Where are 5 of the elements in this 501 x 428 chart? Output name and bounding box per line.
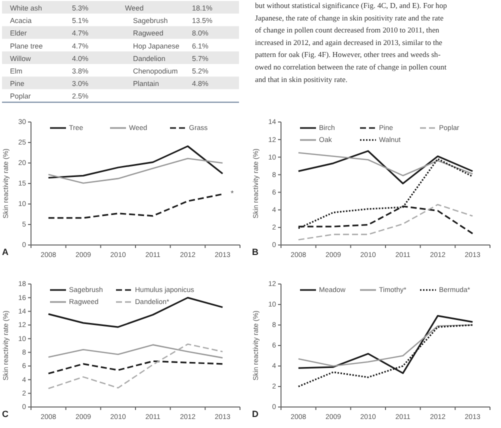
text: A bbox=[2, 247, 9, 257]
annotation: * bbox=[230, 188, 234, 198]
text: D bbox=[252, 409, 259, 419]
text: C bbox=[2, 409, 9, 419]
text: B bbox=[252, 247, 259, 257]
